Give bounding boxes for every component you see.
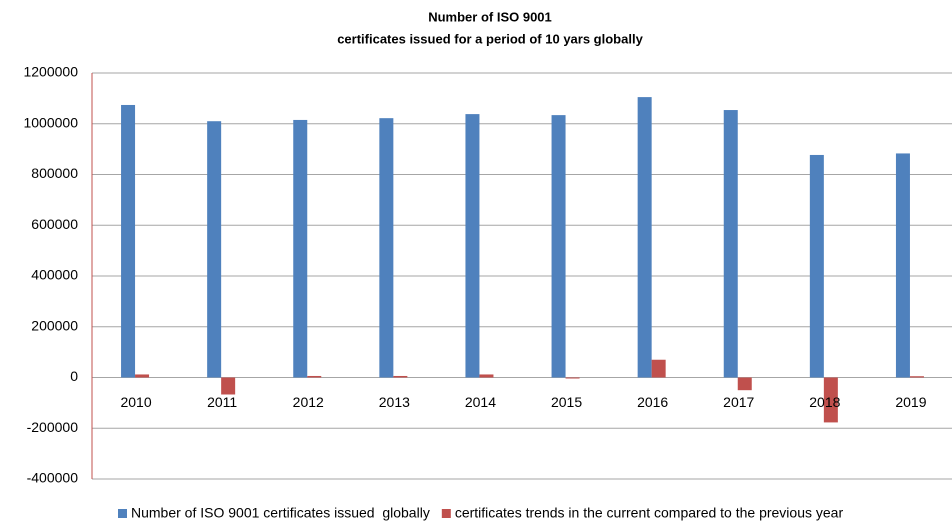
y-tick-label: 1200000 (23, 64, 78, 80)
y-tick-label: -200000 (27, 419, 79, 435)
bar (809, 154, 824, 378)
y-tick-label: -400000 (27, 470, 79, 486)
bar (465, 114, 480, 378)
bar (823, 377, 838, 423)
chart-title: Number of ISO 9001 (428, 9, 552, 24)
x-tick-label: 2016 (637, 394, 668, 410)
bar (121, 104, 136, 378)
bar (221, 377, 236, 395)
bar (393, 375, 408, 378)
y-tick-label: 1000000 (23, 114, 78, 130)
bar (207, 121, 222, 378)
bar (909, 376, 924, 378)
bar (737, 377, 752, 391)
x-tick-label: 2011 (207, 394, 237, 410)
bar (651, 359, 666, 378)
x-tick-label: 2013 (379, 394, 410, 410)
bar (895, 153, 910, 378)
x-tick-label: 2017 (723, 394, 754, 410)
legend-label: certificates trends in the current compa… (455, 505, 844, 521)
y-tick-label: 200000 (31, 317, 78, 333)
x-tick-label: 2010 (120, 394, 151, 410)
legend-label: Number of ISO 9001 certificates issued g… (131, 505, 430, 521)
bar (293, 119, 308, 378)
y-tick-label: 400000 (31, 267, 78, 283)
x-tick-label: 2014 (465, 394, 496, 410)
bar (551, 115, 566, 378)
bar (565, 377, 580, 379)
bar (307, 375, 322, 378)
bar (479, 374, 494, 378)
legend-swatch (118, 509, 127, 518)
chart-subtitle: certificates issued for a period of 10 y… (337, 31, 643, 46)
x-tick-label: 2012 (293, 394, 324, 410)
y-tick-label: 800000 (31, 165, 78, 181)
y-tick-label: 600000 (31, 216, 78, 232)
bar (637, 97, 652, 378)
legend-swatch (441, 509, 451, 518)
bar (135, 374, 150, 378)
y-tick-label: 0 (70, 368, 78, 384)
x-tick-label: 2018 (809, 394, 840, 410)
bar (379, 118, 394, 378)
x-tick-label: 2015 (551, 394, 582, 410)
x-tick-label: 2019 (895, 394, 926, 410)
bar (723, 110, 738, 378)
